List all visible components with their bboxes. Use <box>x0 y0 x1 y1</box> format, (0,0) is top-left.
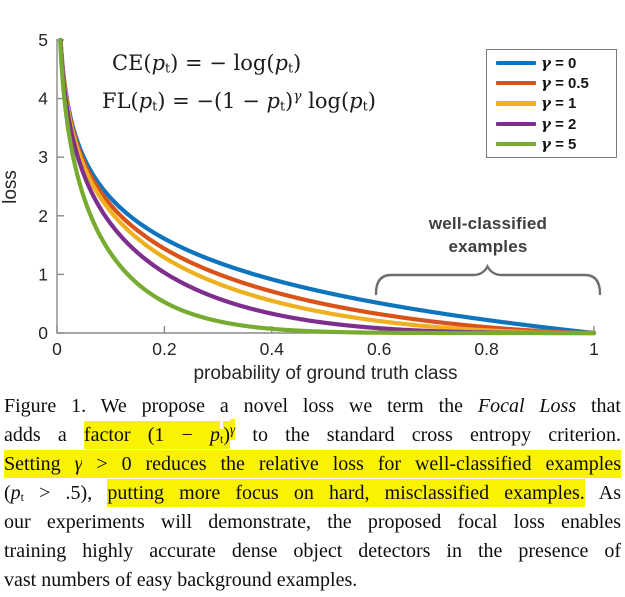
text-segment: Figure 1. We propose a novel loss we ter… <box>4 395 478 417</box>
curve-gamma-0.5 <box>58 37 597 336</box>
annotation-line-2: examples <box>448 237 528 256</box>
legend-line-sample <box>496 81 536 86</box>
text-segment: p <box>274 51 288 75</box>
y-axis-label: loss <box>0 170 21 204</box>
gamma-symbol: γ <box>541 114 551 133</box>
text-segment: t <box>287 60 294 76</box>
highlighted-text: γ <box>74 450 83 478</box>
legend-label: γ = 1 <box>541 94 577 113</box>
y-tick-label: 1 <box>38 264 48 284</box>
text-segment: ) = −(1 − <box>157 89 267 113</box>
text-segment: p <box>138 89 153 113</box>
legend-line-sample <box>496 61 536 66</box>
gamma-symbol: γ <box>541 134 551 153</box>
caption-line: Setting γ > 0 reduces the relative loss … <box>4 450 622 479</box>
x-tick-label: 0.6 <box>367 339 391 359</box>
highlighted-text: t <box>220 429 224 450</box>
text-segment: t <box>279 98 285 114</box>
text-segment: log( <box>301 89 350 113</box>
text-segment: t <box>165 60 171 76</box>
curve-gamma-5 <box>58 37 597 336</box>
text-segment: our experiments will demonstrate, the pr… <box>4 511 621 533</box>
text-segment: Focal Loss <box>477 395 577 417</box>
gamma-symbol: γ <box>541 94 551 113</box>
chart-canvas: 0 1 2 3 4 5 0 0.2 0.4 0.6 0.8 1 probability of groun… <box>0 30 602 384</box>
legend-label: γ = 2 <box>541 114 577 133</box>
text-segment: ) <box>293 51 302 75</box>
annotation-line-1: well-classified <box>428 214 548 233</box>
text-segment: CE( <box>112 51 152 75</box>
highlighted-text: putting more focus on hard, misclassifie… <box>107 479 585 507</box>
text-segment: p <box>266 89 280 113</box>
legend-item: γ = 2 <box>487 115 616 133</box>
text-segment: p <box>349 89 363 113</box>
equation-cross-entropy: CE(pt) = − log(pt) <box>102 44 376 82</box>
focal-loss-figure: 0 1 2 3 4 5 0 0.2 0.4 0.6 0.8 1 probability of groun… <box>0 30 617 384</box>
legend-label: γ = 5 <box>541 134 577 153</box>
highlighted-text: > 0 reduces the relative loss for well-c… <box>82 450 622 478</box>
y-tick-label: 4 <box>38 89 48 109</box>
equation-focal-loss: FL(pt) = −(1 − pt)γ log(pt) <box>102 82 376 120</box>
highlighted-text: γ <box>230 418 236 440</box>
x-tick-label: 0 <box>52 339 62 359</box>
text-segment: ( <box>4 482 11 504</box>
y-tick-label: 3 <box>38 147 48 167</box>
text-segment: ) <box>285 89 294 113</box>
legend-label: γ = 0.5 <box>541 74 589 93</box>
text-segment: to the standard cross entropy criterion. <box>235 424 621 446</box>
text-segment: FL( <box>102 89 139 113</box>
text-segment: training highly accurate dense object de… <box>4 540 621 562</box>
caption-line: adds a factor (1 − pt)γ to the standard … <box>4 418 621 450</box>
caption-line: vast numbers of easy background examples… <box>4 566 621 595</box>
highlighted-text: Setting <box>4 450 75 478</box>
text-segment: p <box>10 482 21 504</box>
y-tick-label: 5 <box>38 30 48 50</box>
text-segment: t <box>152 98 158 114</box>
legend-item: γ = 0.5 <box>487 74 616 92</box>
gamma-symbol: γ <box>541 74 551 93</box>
legend-line-sample <box>496 101 536 106</box>
legend-item: γ = 0 <box>487 54 616 72</box>
text-segment: vast numbers of easy background examples… <box>4 569 358 591</box>
x-tick-label: 1 <box>589 339 599 359</box>
highlighted-text: factor (1 − <box>83 421 211 449</box>
text-segment: adds a <box>4 424 84 446</box>
highlighted-text: p <box>210 421 221 449</box>
text-segment: As <box>584 482 621 504</box>
text-segment: p <box>151 51 166 75</box>
x-tick-label: 0.2 <box>152 339 176 359</box>
caption-line: training highly accurate dense object de… <box>4 537 621 566</box>
gamma-symbol: γ <box>541 54 551 73</box>
text-segment: γ <box>293 88 302 105</box>
caption-line: (pt > .5), putting more focus on hard, m… <box>4 479 621 508</box>
text-segment: ) <box>367 89 376 113</box>
legend-item: γ = 1 <box>487 94 616 112</box>
curve-gamma-0 <box>58 37 597 336</box>
x-tick-label: 0.4 <box>260 339 285 359</box>
y-tick-label: 0 <box>38 323 48 343</box>
brace <box>374 263 602 296</box>
x-axis-label: probability of ground truth class <box>193 363 457 384</box>
annotation-well-classified: well-classified examples <box>398 212 578 258</box>
legend-item: γ = 5 <box>487 135 616 153</box>
text-segment: > .5), <box>24 482 108 504</box>
text-segment: ) = − log( <box>170 51 275 75</box>
legend-label: γ = 0 <box>541 54 577 73</box>
legend-line-sample <box>496 141 536 146</box>
y-tick-label: 2 <box>38 206 48 226</box>
caption-line: Figure 1. We propose a novel loss we ter… <box>4 392 621 421</box>
figure-caption: Figure 1. We propose a novel loss we ter… <box>4 392 622 595</box>
text-segment: t <box>20 490 25 505</box>
legend-line-sample <box>496 121 536 126</box>
text-segment: t <box>362 98 368 114</box>
highlighted-text: ) <box>223 421 231 449</box>
caption-line: our experiments will demonstrate, the pr… <box>4 508 621 537</box>
text-segment: that <box>576 395 621 417</box>
equations-block: CE(pt) = − log(pt) FL(pt) = −(1 − pt)γ l… <box>102 44 376 120</box>
x-tick-label: 0.8 <box>474 339 498 359</box>
